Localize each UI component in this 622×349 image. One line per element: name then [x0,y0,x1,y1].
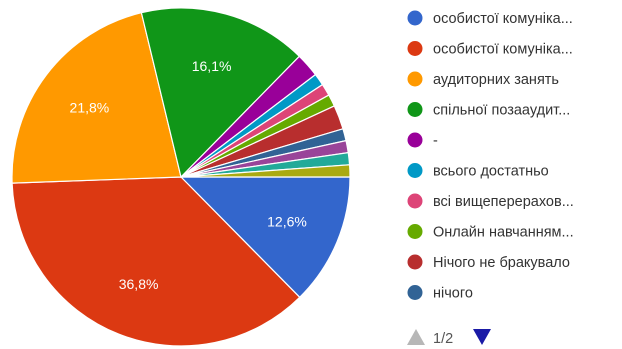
legend-swatch-9 [407,285,423,300]
legend-label-3[interactable]: спільної позааудит... [433,103,570,119]
legend-label-0[interactable]: особистої комуніка... [433,11,573,27]
pager-text: 1/2 [433,331,453,347]
legend-swatch-2 [407,71,423,87]
pie-slice-1[interactable] [11,176,301,347]
pager-down-arrow-icon[interactable] [473,329,491,345]
legend-pager: 1/2 [407,329,491,347]
legend-label-4[interactable]: - [433,133,438,149]
legend-swatch-4 [407,132,423,148]
legend-label-9[interactable]: нічого [433,286,473,302]
pager-up-arrow-icon[interactable] [407,329,425,345]
legend-swatch-0 [407,10,423,26]
legend-swatch-6 [407,193,423,209]
pie-slice-labels: 12,6% 36,8% 21,8% 16,1% [70,58,307,292]
pie-slice-2[interactable] [11,11,182,184]
slice-label-3: 16,1% [192,58,232,74]
legend-label-2[interactable]: аудиторних занять [433,72,559,88]
pie-slice-0[interactable] [179,176,351,299]
slice-label-0: 12,6% [267,213,307,229]
pie-slice-3[interactable] [140,7,301,179]
legend-label-8[interactable]: Нічого не бракувало [433,255,570,271]
legend-swatch-7 [407,224,423,239]
slice-label-1: 36,8% [119,276,159,292]
legend-swatch-3 [407,102,423,117]
legend-swatch-5 [407,163,423,178]
legend: особистої комуніка... особистої комуніка.… [407,10,574,302]
legend-label-1[interactable]: особистої комуніка... [433,42,573,58]
pie-slices [11,7,351,347]
legend-label-5[interactable]: всього достатньо [433,164,549,180]
legend-swatch-8 [407,254,423,270]
legend-label-6[interactable]: всі вищеперерахов... [433,194,574,210]
legend-label-7[interactable]: Онлайн навчанням... [433,225,574,241]
pie-slice-12[interactable] [180,164,351,178]
legend-swatch-1 [407,41,423,56]
slice-label-2: 21,8% [70,100,110,116]
